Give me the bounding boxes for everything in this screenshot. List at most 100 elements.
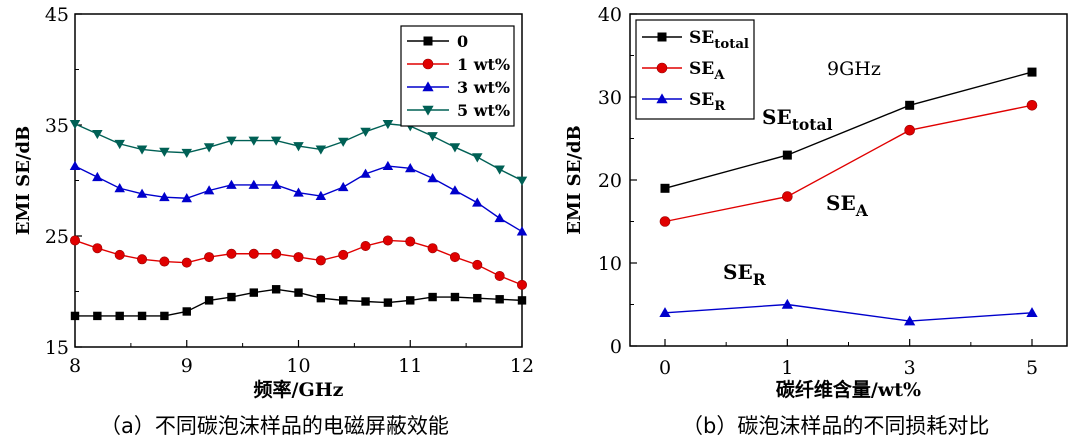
data-point [361, 297, 370, 306]
data-point [226, 179, 237, 189]
data-point [494, 270, 505, 281]
data-point [204, 252, 215, 263]
data-point [115, 311, 124, 321]
data-point [293, 142, 304, 152]
x-axis-label: 碳纤维含量/wt% [776, 378, 921, 401]
data-point [315, 145, 327, 155]
data-point [904, 124, 915, 136]
legend-marker [656, 62, 668, 74]
legend-marker [422, 105, 434, 116]
data-point [427, 132, 438, 142]
data-point [405, 236, 416, 247]
data-point [136, 188, 148, 198]
data-point [427, 243, 438, 254]
data-point [1026, 100, 1038, 111]
data-point [93, 311, 102, 321]
y-tick-label: 35 [45, 115, 69, 137]
data-point [69, 160, 81, 171]
x-tick-label: 1 [781, 357, 793, 379]
data-point [226, 248, 237, 259]
legend-label: 0 [457, 32, 468, 51]
data-point [248, 136, 260, 146]
data-point [136, 145, 148, 155]
y-tick-label: 40 [598, 4, 622, 26]
x-tick-label: 8 [69, 355, 81, 377]
y-axis-label: EMI SE/dB [564, 125, 585, 234]
data-point [383, 298, 393, 307]
data-point [181, 148, 192, 158]
caption-a: （a）不同碳泡沫样品的电磁屏蔽效能 [100, 414, 449, 438]
data-point [472, 197, 483, 207]
data-point [449, 143, 461, 153]
data-point [339, 296, 348, 305]
data-point [204, 296, 214, 305]
data-point [1026, 307, 1038, 318]
x-tick-label: 11 [398, 355, 422, 377]
data-point [315, 255, 326, 266]
data-point [782, 150, 792, 160]
data-point [337, 181, 349, 192]
data-point [782, 191, 793, 202]
series-line-2 [664, 303, 1033, 322]
y-tick-label: 10 [598, 253, 622, 275]
annotation-se-total: SEtotal [762, 105, 833, 134]
legend-marker [422, 81, 434, 92]
data-point [70, 235, 81, 246]
caption-b: （b）碳泡沫样品的不同损耗对比 [682, 414, 990, 438]
legend-marker [656, 93, 668, 104]
data-point [904, 315, 916, 326]
data-point [427, 173, 438, 183]
data-point [360, 127, 371, 137]
data-point [69, 119, 81, 130]
data-point [494, 165, 505, 175]
legend-label: 5 wt% [457, 101, 510, 120]
data-point [203, 185, 215, 195]
data-point [316, 293, 326, 303]
data-point [405, 163, 416, 173]
legend-label: 3 wt% [457, 78, 510, 97]
chart-a: 8 9 10 11 12 15 25 35 45 频率/GHz EMI SE/dB 0 1 wt% 3 w… [13, 4, 534, 401]
data-point [495, 295, 504, 304]
data-point [137, 311, 147, 321]
x-tick-label: 9 [181, 355, 193, 377]
data-point [406, 296, 415, 305]
data-point [181, 257, 192, 268]
x-axis-label: 频率/GHz [254, 378, 344, 401]
data-point [449, 252, 460, 263]
data-point [114, 183, 125, 193]
data-point [660, 183, 670, 193]
data-point [248, 248, 259, 259]
data-point [114, 139, 125, 150]
data-point [781, 298, 793, 309]
data-point [294, 288, 303, 297]
data-point [360, 168, 371, 178]
data-point [227, 292, 236, 302]
legend-label: SEA [689, 59, 725, 83]
data-point [516, 279, 527, 290]
data-point [70, 311, 80, 321]
data-point [203, 143, 215, 153]
x-tick-label: 3 [904, 357, 916, 379]
data-point [226, 136, 237, 146]
x-tick-label: 5 [1026, 357, 1038, 379]
data-point [160, 311, 169, 321]
data-point [1027, 67, 1037, 77]
legend-label: SEtotal [689, 28, 749, 52]
data-point [449, 185, 461, 195]
chart-b: 0 1 3 5 0 10 20 30 40 碳纤维含量/wt% EMI SE/dB SEtotal SE… [564, 4, 1068, 401]
data-point [270, 179, 282, 189]
data-point [92, 243, 103, 254]
series-line-2 [74, 165, 523, 233]
legend-marker [423, 36, 433, 46]
data-point [159, 191, 170, 202]
data-point [450, 292, 460, 302]
data-point [248, 179, 260, 189]
data-point [159, 256, 170, 267]
data-point [382, 119, 394, 130]
data-point [159, 147, 170, 157]
frequency-annotation: 9GHz [827, 58, 881, 80]
data-point [659, 216, 671, 227]
y-tick-label: 15 [45, 337, 69, 359]
annotation-se-a: SEA [826, 191, 869, 220]
data-point [92, 171, 103, 182]
